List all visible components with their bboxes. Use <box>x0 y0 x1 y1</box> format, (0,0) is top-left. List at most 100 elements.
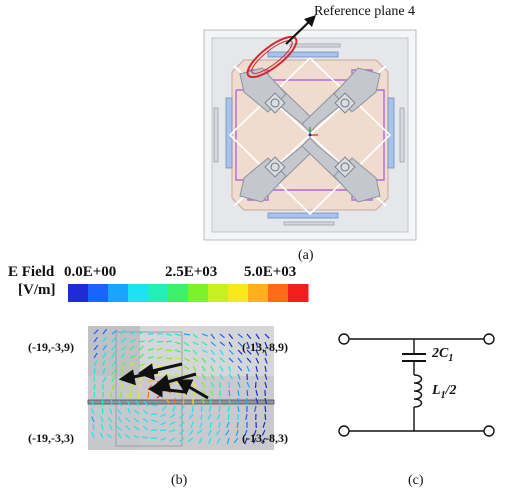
field-vector <box>236 421 239 429</box>
field-vector <box>255 397 259 404</box>
field-vector <box>237 333 244 339</box>
field-vector <box>226 421 230 428</box>
field-vector <box>255 333 260 340</box>
colorbar-cell <box>128 284 149 302</box>
field-vector <box>111 352 116 359</box>
field-vector <box>237 381 241 388</box>
field-vector <box>126 400 131 407</box>
field-vector <box>228 381 231 389</box>
field-vector <box>129 361 135 367</box>
annotation-arrowhead <box>304 15 316 27</box>
field-vector <box>225 429 230 436</box>
colorbar-cell <box>108 284 129 302</box>
slot-bottom <box>267 212 339 219</box>
field-vector <box>228 349 234 355</box>
field-vector <box>255 365 259 372</box>
field-vector <box>246 349 252 355</box>
field-vector <box>165 333 173 336</box>
field-vector <box>91 432 95 439</box>
field-vector <box>93 391 96 399</box>
field-vector <box>201 341 208 346</box>
field-vector <box>255 357 260 364</box>
field-vector <box>120 362 127 367</box>
field-vector <box>246 381 251 388</box>
colorbar-title: E Field <box>8 264 55 280</box>
field-vector <box>216 437 221 444</box>
field-vector <box>142 418 149 423</box>
field-vector <box>165 397 170 404</box>
field-vector <box>255 373 259 380</box>
field-vector <box>200 413 203 421</box>
field-vector <box>134 409 140 415</box>
field-vector <box>100 424 104 431</box>
field-vector <box>102 336 107 343</box>
field-vector <box>93 344 99 351</box>
field-vector <box>120 338 127 343</box>
field-vector <box>219 365 224 372</box>
field-vector <box>93 336 98 343</box>
inductor-label-text: L <box>432 383 441 398</box>
field-vector <box>160 421 167 426</box>
field-vector <box>245 397 248 405</box>
field-vector <box>165 357 173 360</box>
field-vector <box>160 437 167 441</box>
field-vector <box>117 432 122 439</box>
field-vector <box>179 421 185 427</box>
field-vector <box>116 408 122 415</box>
field-vector <box>216 413 221 420</box>
colorbar-cell <box>208 284 229 302</box>
field-vector <box>219 333 225 339</box>
field-vector <box>102 368 106 375</box>
field-vector <box>133 425 140 431</box>
field-vector <box>245 413 248 421</box>
field-vector <box>192 333 198 339</box>
diamond-frame <box>228 56 392 216</box>
field-vector <box>111 337 117 343</box>
field-vector <box>143 401 149 407</box>
axis-marker <box>308 127 318 137</box>
field-vector <box>111 384 115 391</box>
corner-label-top-right: (-13,-8,9) <box>242 340 288 354</box>
field-vector <box>210 381 215 388</box>
field-vector <box>196 429 203 435</box>
field-vector <box>201 397 205 404</box>
field-vector <box>183 349 191 352</box>
field-vector <box>237 357 243 364</box>
field-vector <box>255 341 259 348</box>
field-vector <box>109 408 113 415</box>
field-vector <box>124 433 131 439</box>
port-bottom-right <box>483 425 495 437</box>
field-vector <box>199 421 203 428</box>
field-vector <box>233 437 239 444</box>
field-vector <box>261 437 266 444</box>
field-vector <box>129 392 132 399</box>
conductor-strip <box>87 399 275 405</box>
field-vector <box>151 419 158 423</box>
field-vector <box>150 413 158 416</box>
field-vector <box>129 331 136 335</box>
field-vector <box>169 421 176 426</box>
outer-slot-right <box>399 107 405 163</box>
field-vector <box>142 409 149 415</box>
vias <box>270 98 350 172</box>
field-vector <box>93 367 96 375</box>
colorbar-cell <box>188 284 209 302</box>
port-top-left <box>338 333 350 345</box>
field-vector <box>235 429 239 436</box>
field-vector <box>174 333 181 337</box>
field-vector <box>261 429 266 436</box>
field-vector <box>208 437 212 444</box>
field-vector <box>102 352 107 359</box>
field-vector <box>99 432 104 439</box>
field-vector <box>102 328 107 335</box>
field-vector <box>264 413 267 421</box>
field-vector <box>246 341 250 348</box>
field-vector <box>201 357 207 364</box>
field-vector <box>219 349 224 356</box>
field-vector <box>255 389 259 396</box>
field-vector <box>141 436 149 439</box>
field-vector <box>160 413 167 418</box>
field-vector <box>92 424 95 431</box>
field-vector <box>207 413 212 420</box>
